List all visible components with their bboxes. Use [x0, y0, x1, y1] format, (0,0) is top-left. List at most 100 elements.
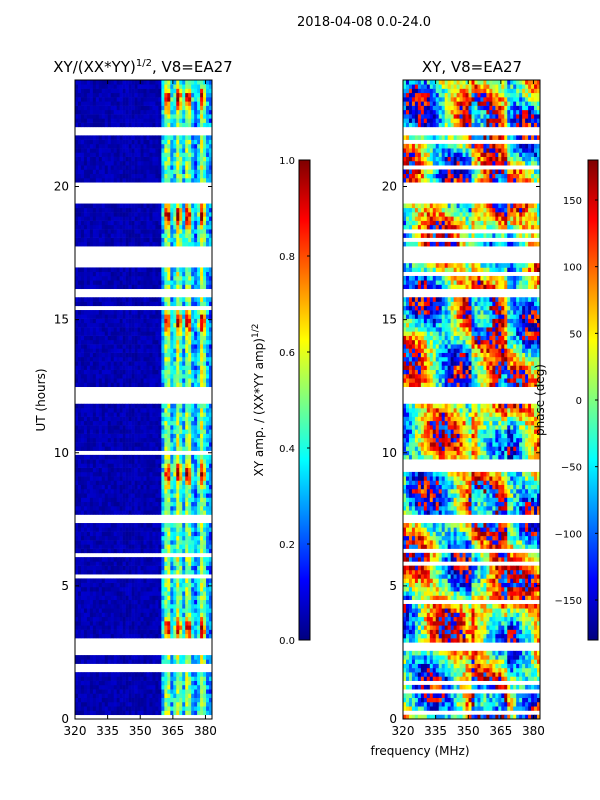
heatmap-cell [89, 331, 94, 336]
heatmap-cell [200, 339, 204, 345]
heatmap-cell [158, 655, 162, 660]
heatmap-cell [86, 578, 91, 583]
heatmap-cell [203, 348, 207, 353]
heatmap-cell [110, 284, 115, 290]
heatmap-cell [155, 586, 159, 592]
heatmap-cell [86, 301, 91, 307]
heatmap-cell [83, 177, 88, 183]
heatmap-cell [140, 621, 144, 626]
heatmap-cell [104, 684, 109, 690]
heatmap-cell [152, 165, 156, 170]
heatmap-cell [80, 484, 85, 490]
heatmap-cell [200, 603, 204, 609]
heatmap-cell [167, 697, 171, 703]
heatmap-cell [125, 403, 129, 409]
heatmap-cell [134, 535, 138, 541]
heatmap-cell [137, 356, 141, 362]
heatmap-cell [149, 203, 153, 209]
heatmap-cell [146, 454, 150, 460]
heatmap-cell [203, 135, 207, 140]
heatmap-cell [191, 535, 195, 541]
heatmap-cell [158, 527, 162, 532]
heatmap-cell [131, 212, 135, 217]
heatmap-cell [158, 143, 162, 149]
heatmap-cell [83, 425, 88, 430]
heatmap-cell [75, 557, 79, 562]
heatmap-cell [131, 152, 135, 157]
heatmap-cell [209, 710, 213, 716]
heatmap-cell [128, 318, 132, 324]
heatmap-cell [161, 369, 165, 375]
heatmap-cell [122, 122, 126, 128]
heatmap-cell [75, 314, 79, 319]
heatmap-cell [167, 621, 171, 626]
heatmap-cell [182, 680, 186, 686]
heatmap-cell [170, 224, 174, 230]
heatmap-cell [131, 177, 135, 183]
heatmap-cell [113, 160, 117, 166]
heatmap-cell [92, 561, 97, 566]
heatmap-cell [155, 378, 159, 383]
heatmap-cell [167, 352, 171, 358]
heatmap-cell [125, 160, 129, 166]
heatmap-cell [116, 416, 120, 422]
heatmap-cell [203, 280, 207, 285]
heatmap-cell [179, 659, 183, 664]
heatmap-cell [119, 156, 123, 162]
heatmap-cell [203, 442, 207, 447]
heatmap-cell [101, 301, 106, 307]
heatmap-cell [107, 365, 112, 370]
heatmap-cell [104, 467, 109, 473]
heatmap-cell [140, 561, 144, 566]
heatmap-cell [170, 680, 174, 686]
heatmap-cell [75, 633, 79, 639]
heatmap-cell [86, 659, 91, 664]
heatmap-cell [203, 608, 207, 613]
heatmap-cell [119, 356, 123, 362]
heatmap-cell [158, 275, 162, 281]
heatmap-cell [200, 446, 204, 451]
heatmap-cell [75, 420, 79, 426]
heatmap-cell [200, 420, 204, 426]
heatmap-cell [83, 267, 88, 272]
heatmap-cell [155, 599, 159, 605]
heatmap-cell [128, 659, 132, 664]
heatmap-cell [116, 212, 120, 217]
heatmap-cell [128, 501, 132, 507]
heatmap-cell [89, 156, 94, 162]
heatmap-cell [170, 403, 174, 409]
heatmap-cell [104, 322, 109, 328]
heatmap-cell [89, 561, 94, 566]
heatmap-cell [200, 697, 204, 703]
heatmap-cell [107, 493, 112, 498]
heatmap-cell [107, 297, 112, 302]
heatmap-cell [194, 569, 198, 575]
heatmap-cell [107, 229, 112, 234]
heatmap-cell [173, 459, 177, 464]
heatmap-cell [164, 220, 168, 226]
heatmap-cell [197, 578, 201, 583]
heatmap-cell [77, 510, 82, 515]
heatmap-cell [119, 310, 123, 315]
heatmap-cell [107, 369, 112, 375]
heatmap-cell [131, 280, 135, 285]
heatmap-cell [95, 557, 100, 562]
heatmap-cell [116, 701, 120, 707]
heatmap-cell [95, 148, 100, 153]
heatmap-cell [107, 271, 112, 277]
heatmap-cell [92, 156, 97, 162]
heatmap-cell [80, 463, 85, 468]
heatmap-cell [164, 352, 168, 358]
heatmap-cell [128, 403, 132, 409]
heatmap-cell [95, 318, 100, 324]
heatmap-cell [173, 629, 177, 635]
heatmap-cell [191, 544, 195, 549]
heatmap-cell [173, 616, 177, 622]
heatmap-cell [77, 237, 82, 243]
heatmap-cell [158, 548, 162, 554]
heatmap-cell [200, 706, 204, 711]
heatmap-cell [170, 297, 174, 302]
heatmap-cell [140, 548, 144, 554]
heatmap-cell [161, 233, 165, 238]
amplitude-panel: XY/(XX*YY)1/2, V8=EA27 UT (hours) 320 335… [34, 58, 233, 738]
